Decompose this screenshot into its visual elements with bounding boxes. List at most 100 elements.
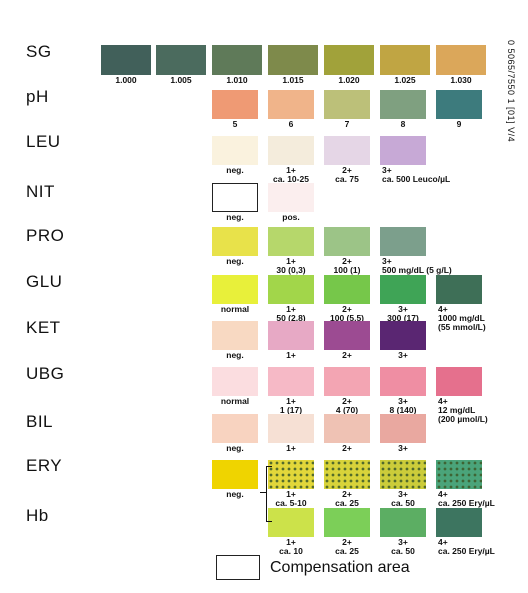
swatch-pro-0	[212, 227, 258, 256]
lot-code: 0 5065/7550 1 [01] V/4	[506, 40, 516, 143]
swatch-label-pro-1: 1+ 30 (0,3)	[276, 256, 306, 275]
swatch-label-glu-1: 1+ 50 (2,8)	[276, 304, 306, 323]
swatch-label-leu-1: 1+ ca. 10-25	[273, 165, 309, 184]
swatch-hb-0	[268, 508, 314, 537]
swatch-label-bil-0: neg.	[226, 443, 244, 453]
param-label-ph: pH	[26, 87, 49, 106]
swatch-label-bil-2: 2+	[342, 443, 352, 453]
swatch-label-sg-6: 1.030	[450, 75, 472, 85]
swatch-label-hb-3: 4+ ca. 250 Ery/µL	[438, 537, 495, 556]
param-label-pro: PRO	[26, 226, 65, 245]
swatch-glu-4	[436, 275, 482, 304]
swatch-ket-0	[212, 321, 258, 350]
swatch-label-ubg-2: 2+ 4 (70)	[335, 396, 359, 415]
swatch-pro-2	[324, 227, 370, 256]
swatch-hb-1	[324, 508, 370, 537]
swatch-label-ket-0: neg.	[226, 350, 244, 360]
swatch-label-hb-1: 2+ ca. 25	[335, 537, 359, 556]
swatch-bil-0	[212, 414, 258, 443]
swatch-label-hb-0: 1+ ca. 10	[279, 537, 303, 556]
swatch-ph-2	[324, 90, 370, 119]
swatch-ubg-3	[380, 367, 426, 396]
param-label-sg: SG	[26, 42, 52, 61]
swatch-label-ery-2: 2+ ca. 25	[335, 489, 359, 508]
swatch-label-pro-2: 2+ 100 (1)	[333, 256, 361, 275]
swatch-label-hb-2: 3+ ca. 50	[391, 537, 415, 556]
swatch-sg-4	[324, 45, 374, 75]
swatch-label-sg-2: 1.010	[226, 75, 248, 85]
swatch-label-ubg-0: normal	[220, 396, 250, 406]
swatch-sg-5	[380, 45, 430, 75]
swatch-sg-6	[436, 45, 486, 75]
swatch-label-bil-3: 3+	[398, 443, 408, 453]
swatch-label-ph-0: 5	[232, 119, 238, 129]
swatch-sg-3	[268, 45, 318, 75]
compensation-area-label: Compensation area	[270, 559, 410, 576]
swatch-label-ket-2: 2+	[342, 350, 352, 360]
swatch-label-ubg-4: 4+ 12 mg/dL (200 µmol/L)	[438, 396, 488, 424]
swatch-bil-3	[380, 414, 426, 443]
compensation-area-box	[216, 555, 260, 580]
swatch-ery-1	[268, 460, 314, 489]
swatch-ph-1	[268, 90, 314, 119]
swatch-label-sg-1: 1.005	[170, 75, 192, 85]
swatch-ubg-2	[324, 367, 370, 396]
swatch-ery-2	[324, 460, 370, 489]
swatch-ery-4	[436, 460, 482, 489]
param-label-nit: NIT	[26, 182, 55, 201]
swatch-label-sg-3: 1.015	[282, 75, 304, 85]
swatch-label-leu-3: 3+ ca. 500 Leuco/µL	[382, 165, 451, 184]
swatch-label-bil-1: 1+	[286, 443, 296, 453]
swatch-pro-3	[380, 227, 426, 256]
swatch-label-glu-3: 3+ 300 (17)	[387, 304, 419, 323]
swatch-ket-3	[380, 321, 426, 350]
param-label-ket: KET	[26, 318, 61, 337]
param-label-ery: ERY	[26, 456, 63, 475]
param-label-hb: Hb	[26, 506, 49, 525]
swatch-label-ery-1: 1+ ca. 5-10	[275, 489, 307, 508]
swatch-ery-0	[212, 460, 258, 489]
swatch-label-ubg-1: 1+ 1 (17)	[279, 396, 303, 415]
swatch-label-glu-2: 2+ 100 (5,5)	[329, 304, 365, 323]
swatch-label-pro-0: neg.	[226, 256, 244, 266]
swatch-label-nit-0: neg.	[226, 212, 244, 222]
param-label-ubg: UBG	[26, 364, 65, 383]
ery-hb-bracket-tick	[260, 492, 266, 493]
swatch-nit-1	[268, 183, 314, 212]
param-label-glu: GLU	[26, 272, 63, 291]
swatch-label-nit-1: pos.	[282, 212, 300, 222]
ery-hb-bracket	[266, 466, 273, 522]
swatch-label-ubg-3: 3+ 8 (140)	[389, 396, 417, 415]
param-label-bil: BIL	[26, 412, 54, 431]
swatch-label-leu-2: 2+ ca. 75	[335, 165, 359, 184]
swatch-ket-2	[324, 321, 370, 350]
swatch-nit-0	[212, 183, 258, 212]
swatch-label-ery-0: neg.	[226, 489, 244, 499]
swatch-ph-4	[436, 90, 482, 119]
swatch-sg-0	[101, 45, 151, 75]
swatch-label-leu-0: neg.	[226, 165, 244, 175]
swatch-ph-0	[212, 90, 258, 119]
swatch-label-ph-4: 9	[456, 119, 462, 129]
swatch-hb-2	[380, 508, 426, 537]
swatch-ubg-0	[212, 367, 258, 396]
swatch-leu-2	[324, 136, 370, 165]
swatch-label-sg-5: 1.025	[394, 75, 416, 85]
swatch-leu-1	[268, 136, 314, 165]
swatch-label-ph-2: 7	[344, 119, 350, 129]
swatch-ubg-1	[268, 367, 314, 396]
swatch-label-ery-3: 3+ ca. 50	[391, 489, 415, 508]
swatch-label-sg-4: 1.020	[338, 75, 360, 85]
swatch-hb-3	[436, 508, 482, 537]
swatch-ubg-4	[436, 367, 482, 396]
swatch-label-sg-0: 1.000	[115, 75, 137, 85]
swatch-bil-1	[268, 414, 314, 443]
swatch-label-ket-3: 3+	[398, 350, 408, 360]
swatch-label-ery-4: 4+ ca. 250 Ery/µL	[438, 489, 495, 508]
swatch-glu-1	[268, 275, 314, 304]
swatch-pro-1	[268, 227, 314, 256]
swatch-bil-2	[324, 414, 370, 443]
swatch-label-glu-0: normal	[220, 304, 250, 314]
swatch-ph-3	[380, 90, 426, 119]
